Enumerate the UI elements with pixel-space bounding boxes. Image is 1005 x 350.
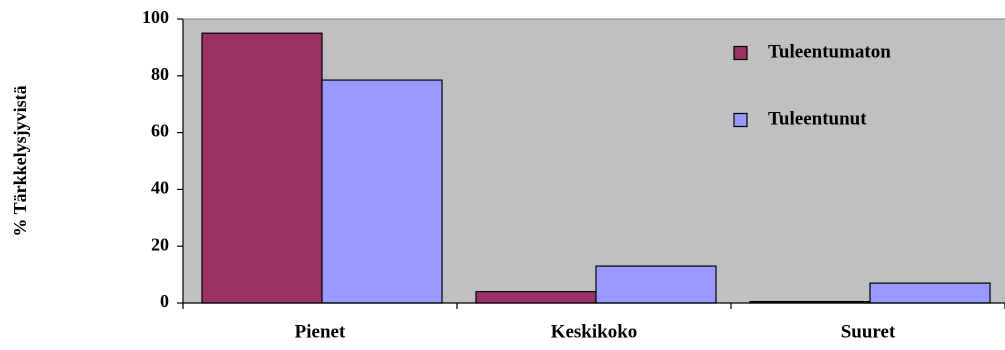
x-category-label: Pienet <box>295 321 346 342</box>
legend-label-tuleentumaton: Tuleentumaton <box>768 41 891 62</box>
legend-label-tuleentunut: Tuleentunut <box>768 108 867 129</box>
legend-swatch-tuleentumaton <box>733 45 748 61</box>
x-categories-group: Pienet Keskikoko Suuret <box>295 321 896 342</box>
bar-tuleentunut-suuret <box>869 282 991 304</box>
bar-tuleentunut-keskikoko <box>595 265 717 304</box>
axes-group <box>182 18 1005 309</box>
bar-tuleentumaton-pienet <box>201 32 323 304</box>
y-tick-label: 100 <box>142 7 169 27</box>
legend-swatch-tuleentunut <box>733 112 748 128</box>
x-category-label: Keskikoko <box>551 321 638 342</box>
y-ticks-group: 0 20 40 60 80 100 <box>142 7 183 311</box>
y-tick-label: 0 <box>160 291 169 311</box>
bars-group <box>201 32 991 304</box>
y-tick-label: 60 <box>151 121 169 141</box>
legend: Tuleentumaton Tuleentunut <box>733 41 891 129</box>
y-tick-label: 20 <box>151 234 169 254</box>
x-category-label: Suuret <box>841 321 896 342</box>
y-tick-label: 80 <box>151 64 169 84</box>
bar-tuleentunut-pienet <box>321 79 443 304</box>
y-tick-label: 40 <box>151 178 169 198</box>
bar-tuleentumaton-keskikoko <box>475 291 597 304</box>
y-axis-title: % Tärkkelysjyvistä <box>10 85 30 236</box>
